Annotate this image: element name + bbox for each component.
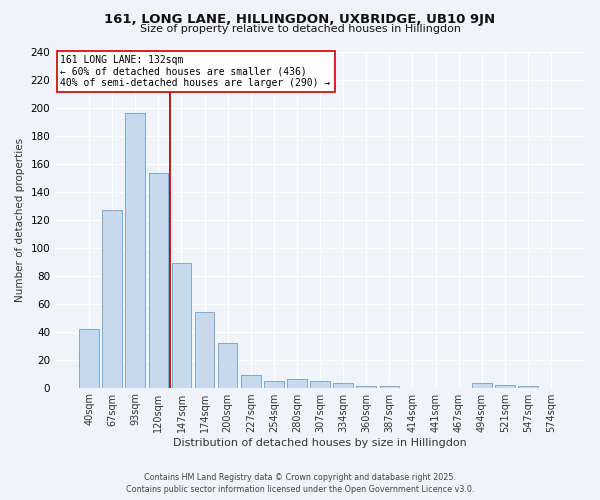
Bar: [356, 386, 376, 388]
Bar: [195, 312, 214, 388]
X-axis label: Distribution of detached houses by size in Hillingdon: Distribution of detached houses by size …: [173, 438, 467, 448]
Bar: [79, 329, 99, 388]
Y-axis label: Number of detached properties: Number of detached properties: [15, 138, 25, 302]
Bar: [518, 386, 538, 388]
Bar: [172, 263, 191, 388]
Bar: [472, 384, 491, 388]
Bar: [218, 343, 238, 388]
Bar: [241, 375, 260, 388]
Bar: [334, 384, 353, 388]
Text: 161 LONG LANE: 132sqm
← 60% of detached houses are smaller (436)
40% of semi-det: 161 LONG LANE: 132sqm ← 60% of detached …: [61, 55, 331, 88]
Text: 161, LONG LANE, HILLINGDON, UXBRIDGE, UB10 9JN: 161, LONG LANE, HILLINGDON, UXBRIDGE, UB…: [104, 12, 496, 26]
Bar: [103, 210, 122, 388]
Bar: [380, 386, 399, 388]
Text: Size of property relative to detached houses in Hillingdon: Size of property relative to detached ho…: [139, 24, 461, 34]
Bar: [125, 113, 145, 388]
Bar: [264, 380, 284, 388]
Bar: [149, 174, 168, 388]
Bar: [495, 385, 515, 388]
Bar: [310, 380, 330, 388]
Bar: [287, 379, 307, 388]
Text: Contains HM Land Registry data © Crown copyright and database right 2025.
Contai: Contains HM Land Registry data © Crown c…: [126, 473, 474, 494]
